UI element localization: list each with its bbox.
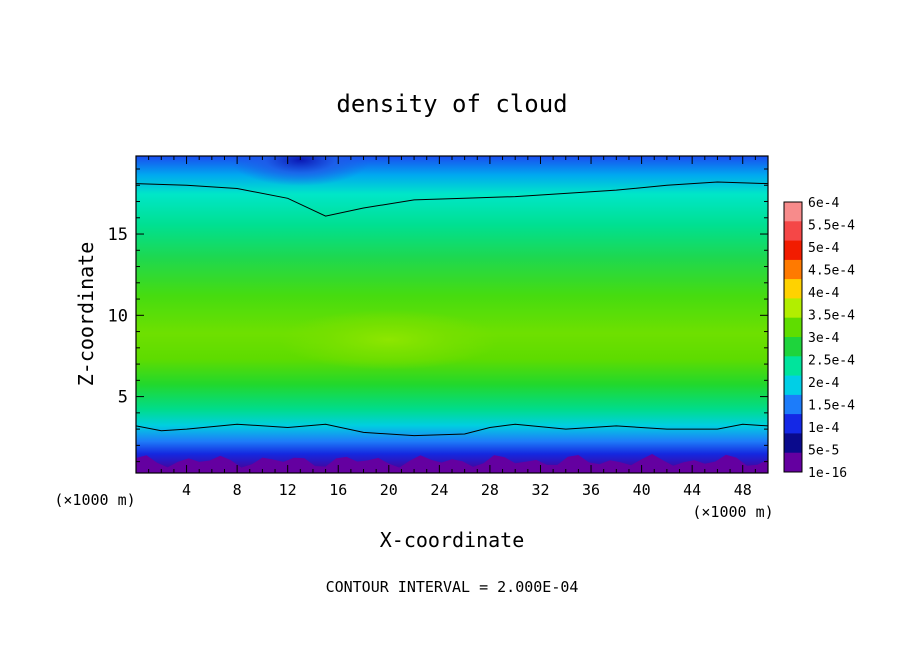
peak-density-region xyxy=(278,309,499,370)
contour-line-1 xyxy=(136,423,768,437)
colorbar: 6e-4 5.5e-4 5e-4 4.5e-4 4e-4 3.5e-4 3e-4 2.5e-4… xyxy=(783,196,855,481)
y-axis-label: Z-coordinate xyxy=(74,242,98,387)
ground-layer xyxy=(136,454,768,473)
contour-line-0 xyxy=(136,181,768,217)
x-tick-label: 20 xyxy=(380,481,398,499)
colorbar-label: 3e-4 xyxy=(808,331,839,346)
colorbar-swatch xyxy=(784,317,802,338)
colorbar-label: 1e-16 xyxy=(808,466,847,481)
x-unit-left: (×1000 m) xyxy=(54,491,135,509)
y-tick-label: 15 xyxy=(108,225,128,245)
x-tick-label: 12 xyxy=(279,481,297,499)
colorbar-label: 5e-4 xyxy=(808,241,839,256)
x-tick-label: 28 xyxy=(481,481,499,499)
colorbar-label: 1e-4 xyxy=(808,421,839,436)
colorbar-swatch xyxy=(784,279,802,299)
colorbar-swatch xyxy=(784,414,802,434)
colorbar-label: 4e-4 xyxy=(808,286,839,301)
colorbar-swatch xyxy=(784,452,802,473)
density-field xyxy=(136,156,768,473)
x-tick-label: 4 xyxy=(182,481,191,499)
low-density-top-region xyxy=(230,156,371,186)
x-tick-label: 32 xyxy=(531,481,549,499)
colorbar-label: 2e-4 xyxy=(808,376,839,391)
x-tick-label: 16 xyxy=(329,481,347,499)
colorbar-swatch xyxy=(784,298,802,319)
colorbar-label: 4.5e-4 xyxy=(808,264,855,279)
x-axis: 4 8 12 16 20 24 28 32 36 40 44 48 xyxy=(148,156,756,499)
colorbar-label: 3.5e-4 xyxy=(808,309,855,324)
y-tick-label: 10 xyxy=(108,306,128,326)
colorbar-swatch xyxy=(784,259,802,280)
colorbar-label: 1.5e-4 xyxy=(808,399,855,414)
x-axis-label: X-coordinate xyxy=(380,528,525,552)
contour-interval-note: CONTOUR INTERVAL = 2.000E-04 xyxy=(326,578,579,596)
x-tick-label: 44 xyxy=(683,481,701,499)
x-tick-label: 48 xyxy=(734,481,752,499)
plot-area xyxy=(136,156,768,473)
colorbar-label: 6e-4 xyxy=(808,196,839,211)
chart-title: density of cloud xyxy=(336,90,567,118)
x-tick-label: 24 xyxy=(430,481,448,499)
colorbar-frame xyxy=(783,201,803,473)
colorbar-swatch xyxy=(784,356,802,377)
colorbar-label: 5.5e-4 xyxy=(808,219,855,234)
x-unit-right: (×1000 m) xyxy=(692,503,773,521)
colorbar-label: 5e-5 xyxy=(808,444,839,459)
colorbar-swatch xyxy=(784,202,802,222)
colorbar-swatch xyxy=(784,240,802,261)
colorbar-swatch xyxy=(784,221,802,242)
y-tick-label: 5 xyxy=(118,388,128,408)
colorbar-swatch xyxy=(784,375,802,396)
colorbar-label: 2.5e-4 xyxy=(808,354,855,369)
colorbar-swatch xyxy=(784,337,802,357)
x-tick-label: 36 xyxy=(582,481,600,499)
colorbar-swatch xyxy=(784,433,802,454)
x-tick-label: 40 xyxy=(633,481,651,499)
colorbar-swatch xyxy=(784,394,802,415)
x-tick-label: 8 xyxy=(233,481,242,499)
y-axis: 5 10 15 xyxy=(108,168,768,463)
